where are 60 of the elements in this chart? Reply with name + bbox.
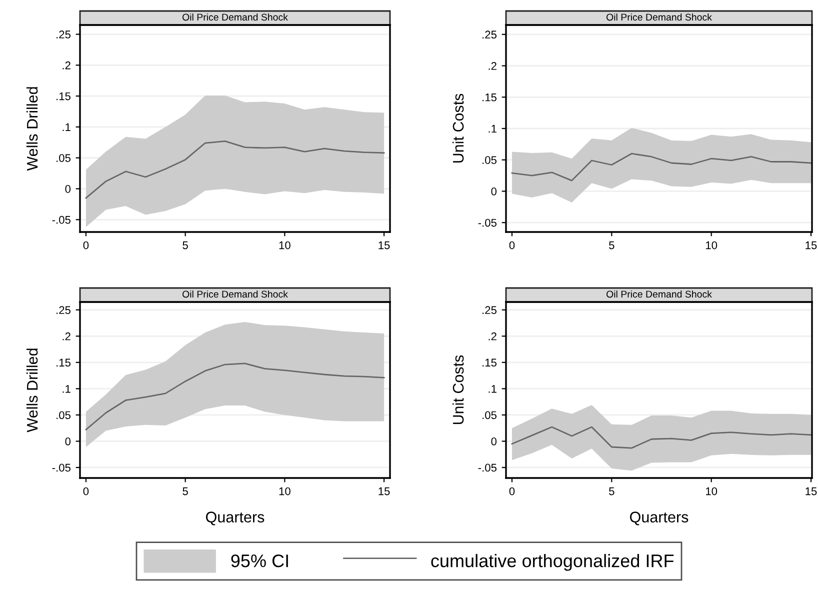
y-tick-label: 0 bbox=[491, 437, 497, 446]
y-tick-label: .2 bbox=[62, 61, 70, 70]
x-tick-label: 15 bbox=[806, 487, 817, 496]
y-axis-title: Wells Drilled bbox=[26, 348, 38, 432]
x-tick-label: 0 bbox=[83, 241, 89, 250]
y-tick-label: -.05 bbox=[478, 218, 497, 227]
y-tick-label: .25 bbox=[482, 30, 497, 39]
y-tick-label: .1 bbox=[62, 385, 70, 393]
x-tick-label: 10 bbox=[706, 487, 718, 496]
x-axis-title: Quarters bbox=[630, 512, 688, 526]
y-tick-label: .2 bbox=[488, 332, 496, 340]
y-tick-label: .25 bbox=[56, 306, 71, 314]
x-tick-label: 10 bbox=[279, 241, 290, 250]
y-tick-label: .15 bbox=[56, 92, 71, 100]
y-tick-label: .2 bbox=[488, 62, 496, 70]
y-tick-label: .15 bbox=[56, 358, 71, 367]
y-tick-label: .25 bbox=[56, 30, 71, 38]
y-tick-label: .05 bbox=[482, 156, 497, 164]
y-tick-label: 0 bbox=[65, 185, 71, 193]
x-tick-label: 10 bbox=[706, 241, 718, 250]
x-tick-label: 0 bbox=[509, 487, 515, 496]
text: 95% CI bbox=[231, 554, 288, 568]
y-tick-label: -.05 bbox=[52, 216, 71, 224]
line-series bbox=[511, 426, 812, 449]
y-axis-title: Unit Costs bbox=[452, 94, 464, 163]
x-tick-label: 15 bbox=[806, 241, 817, 250]
y-tick-label: 0 bbox=[65, 437, 71, 446]
x-tick-label: 15 bbox=[378, 241, 390, 250]
x-tick-label: 5 bbox=[609, 241, 614, 250]
chart-title: Oil Price Demand Shock bbox=[182, 13, 288, 21]
x-tick-label: 5 bbox=[609, 487, 614, 496]
y-tick-label: .15 bbox=[482, 358, 497, 367]
y-tick-label: .1 bbox=[488, 385, 496, 393]
chart-title: Oil Price Demand Shock bbox=[182, 290, 288, 298]
x-tick-label: 0 bbox=[509, 241, 515, 250]
x-tick-label: 0 bbox=[83, 487, 89, 496]
y-tick-label: .2 bbox=[62, 332, 70, 340]
chart-title: Oil Price Demand Shock bbox=[606, 13, 712, 21]
legend-label: cumulative orthogonalized IRF bbox=[431, 554, 674, 571]
y-axis-title: Wells Drilled bbox=[26, 87, 38, 171]
chart-title: Oil Price Demand Shock bbox=[606, 290, 712, 298]
y-tick-label: .05 bbox=[56, 154, 71, 162]
x-axis-title: Quarters bbox=[206, 512, 264, 526]
y-tick-label: 0 bbox=[491, 187, 497, 196]
line-series bbox=[511, 152, 812, 182]
y-axis-title: Unit Costs bbox=[452, 355, 464, 424]
y-tick-label: .1 bbox=[488, 124, 496, 133]
y-tick-label: -.05 bbox=[52, 464, 71, 472]
y-tick-label: .15 bbox=[482, 94, 497, 102]
x-tick-label: 5 bbox=[182, 487, 188, 496]
x-tick-label: 5 bbox=[182, 241, 188, 250]
line-series bbox=[85, 362, 385, 430]
y-tick-label: .1 bbox=[62, 123, 70, 131]
line-series bbox=[85, 140, 385, 199]
x-tick-label: 10 bbox=[279, 487, 290, 496]
x-tick-label: 15 bbox=[378, 487, 390, 496]
y-tick-label: .05 bbox=[56, 411, 71, 420]
y-tick-label: .25 bbox=[482, 306, 497, 314]
y-tick-label: .05 bbox=[482, 411, 497, 420]
y-tick-label: -.05 bbox=[478, 464, 497, 472]
